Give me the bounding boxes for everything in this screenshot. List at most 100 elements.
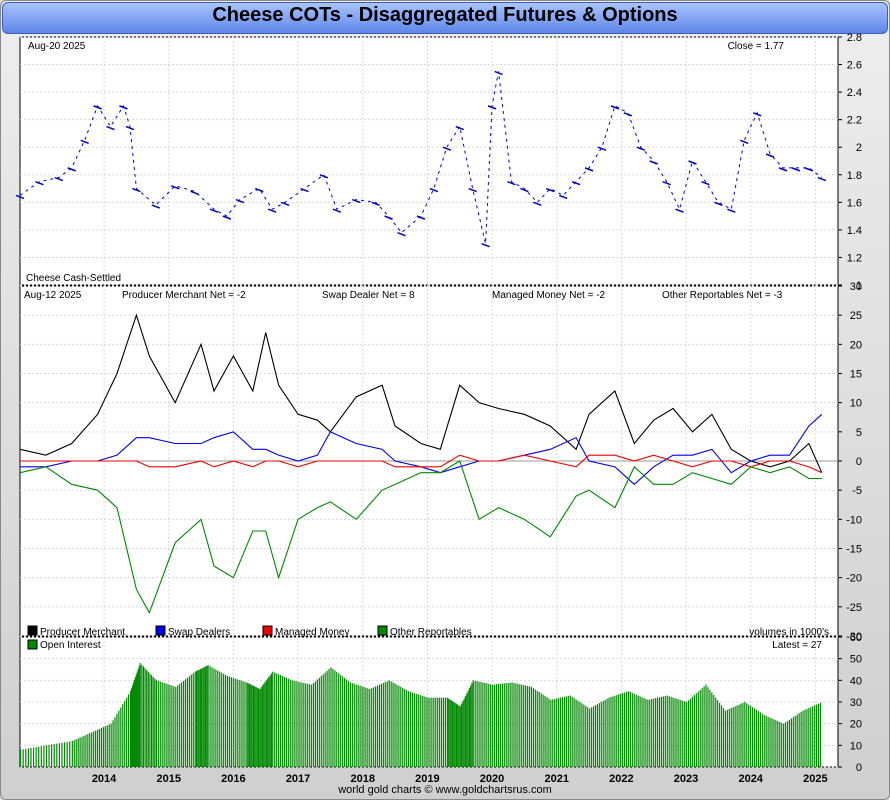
- y-tick-label: 2: [856, 142, 862, 154]
- oi-bar: [457, 704, 459, 767]
- price-point: [817, 176, 827, 182]
- oi-bar: [184, 679, 187, 767]
- oi-bar: [583, 704, 585, 767]
- oi-bar: [281, 676, 284, 767]
- x-tick-label: 2015: [156, 773, 180, 785]
- oi-bar: [534, 689, 536, 767]
- y-tick-label: 1.4: [847, 225, 862, 237]
- oi-bar: [810, 707, 812, 767]
- price-point: [765, 153, 775, 158]
- oi-bar: [612, 696, 614, 767]
- oi-bar: [719, 702, 721, 767]
- y-tick-label: -15: [846, 544, 862, 556]
- y-tick-label: 50: [850, 654, 862, 666]
- oi-bar: [254, 686, 256, 767]
- oi-bar: [781, 722, 783, 767]
- oi-bar: [746, 703, 748, 767]
- y-tick-label: 5: [856, 427, 862, 439]
- oi-bar: [765, 715, 767, 767]
- oi-bar: [435, 697, 437, 767]
- oi-bar: [188, 676, 190, 767]
- oi-bar: [276, 673, 278, 767]
- oi-bar: [538, 692, 540, 767]
- oi-bar: [179, 683, 181, 767]
- oi-bar: [610, 697, 612, 767]
- oi-bar: [783, 723, 785, 767]
- oi-bar: [269, 675, 271, 767]
- oi-bar: [790, 718, 792, 767]
- oi-bar: [450, 700, 452, 767]
- oi-bar: [77, 738, 79, 767]
- oi-bar: [322, 674, 324, 767]
- oi-bar: [569, 695, 571, 767]
- oi-bar: [63, 742, 66, 767]
- oi-bar: [490, 684, 492, 767]
- oi-bar: [150, 675, 153, 767]
- cot-date-label: Aug-12 2025: [24, 290, 82, 301]
- oi-bar: [814, 705, 816, 767]
- x-tick-label: 2016: [221, 773, 245, 785]
- price-point: [791, 167, 801, 172]
- price-point: [520, 187, 529, 193]
- oi-bar: [653, 698, 655, 767]
- price-point: [170, 185, 180, 190]
- price-point: [35, 180, 44, 186]
- oi-bar: [684, 701, 686, 767]
- price-point: [533, 201, 542, 207]
- net-label-producer: Producer Merchant Net = -2: [122, 290, 246, 301]
- oi-bar: [195, 671, 198, 767]
- oi-bar: [526, 685, 529, 767]
- oi-bar: [221, 672, 223, 767]
- oi-bar: [75, 739, 77, 767]
- oi-bar: [136, 671, 138, 767]
- oi-bar: [69, 741, 71, 767]
- oi-bar: [513, 682, 515, 767]
- oi-bar: [202, 667, 204, 767]
- oi-bar: [40, 746, 42, 767]
- title-bar: [2, 2, 888, 34]
- oi-bar: [228, 676, 231, 767]
- oi-bar: [674, 698, 676, 767]
- oi-bar: [463, 698, 465, 767]
- oi-bar: [559, 697, 562, 767]
- oi-bar: [340, 674, 342, 767]
- price-point: [610, 105, 620, 110]
- oi-bar: [285, 677, 287, 767]
- oi-bar: [73, 740, 75, 767]
- oi-bar: [488, 683, 490, 767]
- oi-bar: [728, 708, 730, 767]
- oi-bar: [571, 696, 573, 767]
- oi-bar: [283, 676, 286, 767]
- y-tick-label: 15: [850, 369, 862, 381]
- oi-bar: [800, 711, 802, 767]
- oi-bar: [808, 708, 810, 767]
- oi-bar: [230, 677, 233, 767]
- oi-bar: [658, 697, 661, 767]
- oi-bar: [786, 721, 789, 767]
- oi-bar: [802, 710, 804, 767]
- price-point: [300, 187, 309, 193]
- oi-bar: [631, 692, 633, 767]
- oi-bar: [390, 681, 392, 767]
- oi-bar: [224, 674, 227, 767]
- oi-bar: [320, 676, 322, 767]
- oi-bar: [132, 682, 135, 767]
- oi-bar: [66, 741, 68, 767]
- oi-bar: [261, 685, 264, 767]
- oi-bar: [592, 706, 595, 767]
- oi-bar: [798, 713, 800, 767]
- oi-bar: [666, 695, 668, 767]
- oi-bar: [175, 686, 177, 767]
- oi-bar: [750, 705, 752, 767]
- oi-bar: [726, 709, 728, 767]
- oi-bar: [635, 694, 637, 767]
- oi-bar: [645, 698, 647, 767]
- price-point: [778, 167, 788, 172]
- price-point: [597, 146, 607, 151]
- price-point: [636, 146, 646, 151]
- oi-bar: [194, 671, 196, 767]
- oi-bar: [812, 706, 814, 767]
- price-point: [481, 242, 490, 248]
- oi-bar: [581, 703, 583, 767]
- oi-bar: [480, 682, 482, 767]
